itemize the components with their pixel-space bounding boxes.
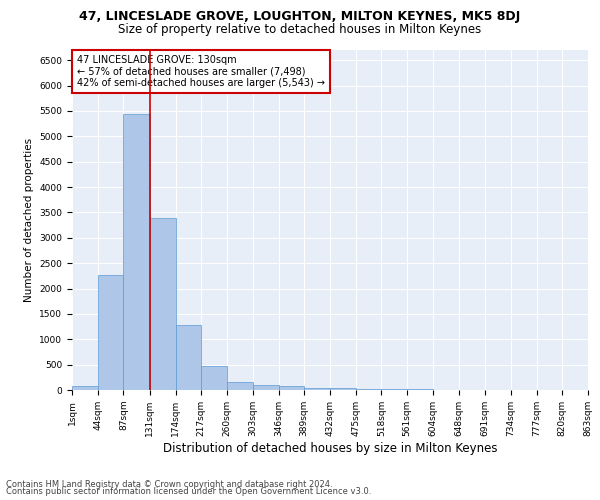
Text: 47, LINCESLADE GROVE, LOUGHTON, MILTON KEYNES, MK5 8DJ: 47, LINCESLADE GROVE, LOUGHTON, MILTON K… (79, 10, 521, 23)
Y-axis label: Number of detached properties: Number of detached properties (24, 138, 34, 302)
Bar (150, 218, 176, 390)
Text: Contains HM Land Registry data © Crown copyright and database right 2024.: Contains HM Land Registry data © Crown c… (6, 480, 332, 489)
Bar (201, 366, 227, 390)
Bar (72, 386, 98, 390)
Bar (330, 388, 356, 390)
Bar (98, 275, 124, 390)
Bar (278, 386, 304, 390)
Bar (382, 389, 407, 390)
Bar (227, 382, 253, 390)
Text: 47 LINCESLADE GROVE: 130sqm
← 57% of detached houses are smaller (7,498)
42% of : 47 LINCESLADE GROVE: 130sqm ← 57% of det… (77, 55, 325, 88)
Bar (356, 389, 382, 390)
Bar (304, 388, 330, 390)
Bar (176, 324, 201, 390)
X-axis label: Distribution of detached houses by size in Milton Keynes: Distribution of detached houses by size … (163, 442, 497, 454)
Bar (253, 385, 278, 390)
Text: Size of property relative to detached houses in Milton Keynes: Size of property relative to detached ho… (118, 22, 482, 36)
Bar (124, 114, 150, 390)
Text: Contains public sector information licensed under the Open Government Licence v3: Contains public sector information licen… (6, 487, 371, 496)
